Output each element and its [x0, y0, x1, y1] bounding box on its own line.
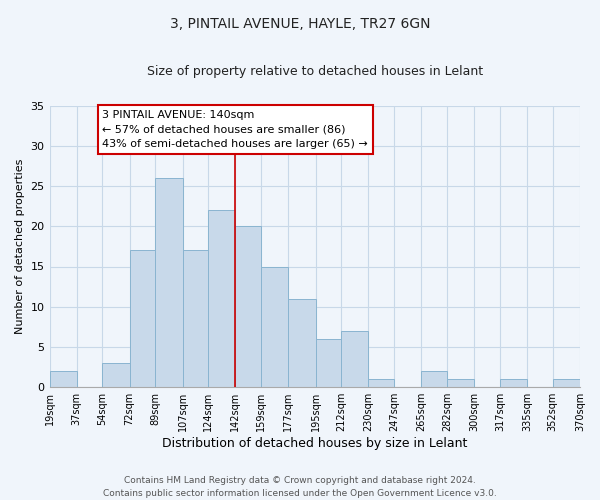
Bar	[103, 363, 130, 387]
Bar	[130, 250, 155, 387]
Text: Contains HM Land Registry data © Crown copyright and database right 2024.
Contai: Contains HM Land Registry data © Crown c…	[103, 476, 497, 498]
Bar	[368, 379, 394, 387]
Bar	[289, 298, 316, 387]
Bar	[155, 178, 182, 387]
Bar	[208, 210, 235, 387]
Bar	[447, 379, 474, 387]
Text: 3 PINTAIL AVENUE: 140sqm
← 57% of detached houses are smaller (86)
43% of semi-d: 3 PINTAIL AVENUE: 140sqm ← 57% of detach…	[103, 110, 368, 149]
Bar	[553, 379, 580, 387]
Bar	[421, 371, 447, 387]
X-axis label: Distribution of detached houses by size in Lelant: Distribution of detached houses by size …	[162, 437, 467, 450]
Bar	[50, 371, 77, 387]
Bar	[341, 331, 368, 387]
Bar	[235, 226, 261, 387]
Title: Size of property relative to detached houses in Lelant: Size of property relative to detached ho…	[147, 65, 483, 78]
Bar	[261, 266, 289, 387]
Bar	[182, 250, 208, 387]
Bar	[316, 339, 341, 387]
Y-axis label: Number of detached properties: Number of detached properties	[15, 158, 25, 334]
Bar	[500, 379, 527, 387]
Text: 3, PINTAIL AVENUE, HAYLE, TR27 6GN: 3, PINTAIL AVENUE, HAYLE, TR27 6GN	[170, 18, 430, 32]
